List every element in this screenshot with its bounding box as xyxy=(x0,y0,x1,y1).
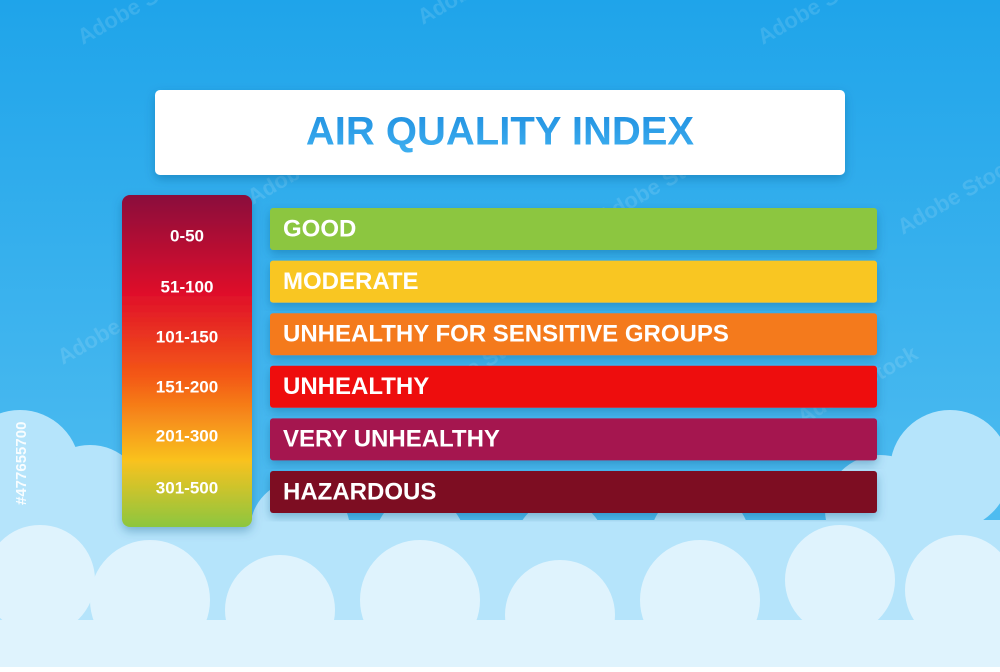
title-box xyxy=(155,90,845,175)
range-label: 201-300 xyxy=(156,426,218,445)
clouds-front xyxy=(0,525,1000,670)
level-label: MODERATE xyxy=(283,268,419,295)
range-label: 101-150 xyxy=(156,327,218,346)
level-bar xyxy=(270,471,877,513)
level-bar xyxy=(270,208,877,250)
range-label: 0-50 xyxy=(170,226,204,245)
range-scale xyxy=(122,195,252,527)
level-bar xyxy=(270,365,877,408)
level-bar xyxy=(270,418,877,461)
range-label: 301-500 xyxy=(156,478,218,497)
level-label: UNHEALTHY FOR SENSITIVE GROUPS xyxy=(283,321,729,348)
range-label: 51-100 xyxy=(161,277,214,296)
title: AIR QUALITY INDEX xyxy=(306,110,695,154)
level-label: GOOD xyxy=(283,215,356,242)
stock-id: #477655700 xyxy=(13,422,30,505)
level-bar xyxy=(270,313,877,356)
range-label: 151-200 xyxy=(156,377,218,396)
level-label: HAZARDOUS xyxy=(283,478,436,505)
level-label: VERY UNHEALTHY xyxy=(283,426,500,453)
level-label: UNHEALTHY xyxy=(283,373,429,400)
level-bar xyxy=(270,260,877,303)
